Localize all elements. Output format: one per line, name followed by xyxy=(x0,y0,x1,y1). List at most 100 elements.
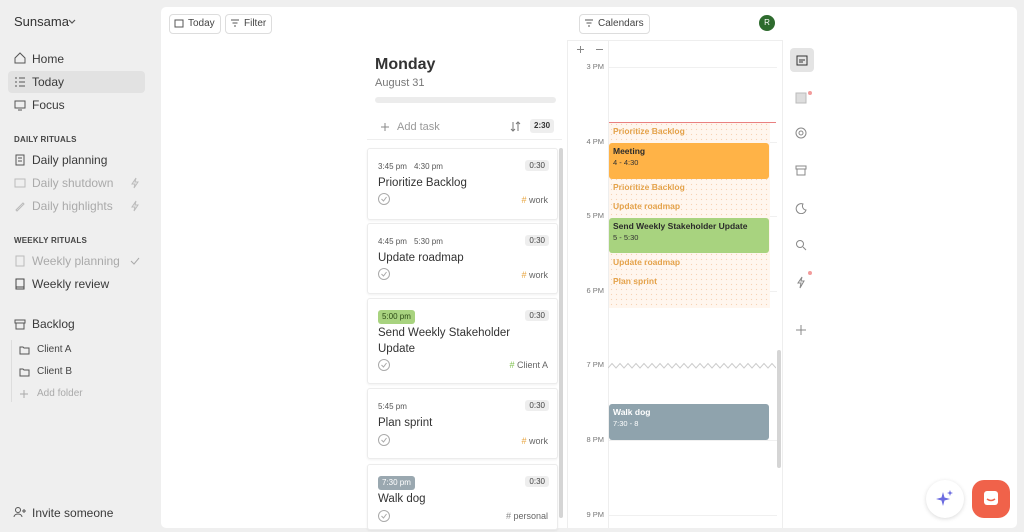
weekday: Monday xyxy=(375,56,436,73)
workspace-chevron[interactable] xyxy=(68,18,76,26)
chat-icon xyxy=(984,491,998,505)
ritual-item[interactable]: Daily planning xyxy=(32,153,108,167)
add-folder[interactable]: Add folder xyxy=(37,388,83,399)
tag-label: Client A xyxy=(516,360,548,370)
add-task-row[interactable] xyxy=(367,115,562,140)
backlog[interactable]: Backlog xyxy=(32,317,75,331)
ritual-icon xyxy=(14,200,26,212)
task-title: Plan sprint xyxy=(378,417,433,429)
calendar-event[interactable]: Update roadmap xyxy=(613,201,681,211)
event-title: Send Weekly Stakeholder Update xyxy=(613,221,748,231)
complete-check[interactable] xyxy=(378,510,390,522)
nav-focus[interactable]: Focus xyxy=(32,98,65,112)
event-time: 5 - 5:30 xyxy=(613,233,639,242)
task-tag: # work xyxy=(521,195,548,205)
calendar-event[interactable]: Walk dog 7:30 - 8 xyxy=(609,404,769,440)
tag-label: personal xyxy=(513,511,548,521)
folder[interactable]: Client B xyxy=(37,366,73,377)
task-end: 4:30 pm xyxy=(414,162,443,171)
hour-gutter-line xyxy=(608,40,609,528)
ritual-item[interactable]: Daily highlights xyxy=(32,199,113,213)
main-panel xyxy=(161,7,1017,528)
hour-label: 8 PM xyxy=(586,435,604,444)
time-gap-wave xyxy=(608,362,776,370)
tag-label: work xyxy=(528,436,548,446)
add-icon xyxy=(381,123,389,131)
today-icon xyxy=(15,76,25,88)
filter-icon xyxy=(231,18,239,28)
task-end: 5:30 pm xyxy=(414,237,443,246)
folder[interactable]: Client A xyxy=(37,344,72,355)
zoom-in[interactable] xyxy=(576,45,585,54)
task-title: Send Weekly Stakeholder Update xyxy=(378,327,511,355)
nav-home[interactable]: Home xyxy=(32,52,65,66)
invite-someone[interactable]: Invite someone xyxy=(32,506,114,520)
calendars-button[interactable]: Calendars xyxy=(579,14,650,34)
ritual-icon xyxy=(14,255,26,267)
hour-grid-line xyxy=(609,514,777,516)
invite-icon xyxy=(13,506,27,518)
search-tab-icon[interactable] xyxy=(795,239,807,251)
event-title: Walk dog xyxy=(613,407,651,417)
task-card[interactable]: 4:45 pm 5:30 pm 0:30 Update roadmap # wo… xyxy=(367,223,558,294)
complete-check[interactable] xyxy=(378,268,390,280)
event-title: Meeting xyxy=(613,146,646,156)
task-tag: # work xyxy=(521,270,548,280)
goals-tab-icon[interactable] xyxy=(795,127,807,139)
nav-today[interactable]: Today xyxy=(32,75,65,89)
calendar-divider xyxy=(567,40,568,528)
task-card[interactable]: 5:45 pm 0:30 Plan sprint # work xyxy=(367,388,558,459)
complete-check[interactable] xyxy=(378,434,390,446)
ritual-item[interactable]: Weekly planning xyxy=(32,254,120,268)
ritual-item[interactable]: Weekly review xyxy=(32,277,110,291)
ritual-item[interactable]: Daily shutdown xyxy=(32,176,114,190)
task-duration: 0:30 xyxy=(525,476,549,487)
sort-icon[interactable] xyxy=(510,121,521,132)
workspace-name[interactable]: Sunsama xyxy=(14,14,69,29)
today-button[interactable]: Today xyxy=(169,14,221,34)
task-tag: # personal xyxy=(505,511,548,521)
ritual-check-icon xyxy=(130,256,140,266)
complete-check[interactable] xyxy=(378,193,390,205)
today-label: Today xyxy=(188,18,215,29)
zoom-out[interactable] xyxy=(595,45,604,54)
calendar-icon xyxy=(174,18,184,28)
total-duration: 2:30 xyxy=(530,119,555,133)
calendar-event[interactable]: Send Weekly Stakeholder Update 5 - 5:30 xyxy=(609,218,769,253)
add-task[interactable]: Add task xyxy=(397,121,440,133)
notes-tab-icon[interactable] xyxy=(795,91,813,105)
task-tag: # Client A xyxy=(509,360,548,370)
ritual-icon xyxy=(14,278,26,290)
ritual-icon xyxy=(14,177,26,189)
task-start: 5:45 pm xyxy=(378,402,407,411)
nav-active-bg xyxy=(8,71,145,93)
night-tab-icon[interactable] xyxy=(795,202,807,214)
integrations-tab-icon[interactable] xyxy=(795,270,813,290)
calendar-scrollbar[interactable] xyxy=(777,350,781,468)
hour-label: 4 PM xyxy=(586,136,604,146)
progress-bar xyxy=(375,97,556,103)
calendar-event[interactable]: Prioritize Backlog xyxy=(613,182,685,192)
task-card[interactable]: 3:45 pm 4:30 pm 0:30 Prioritize Backlog … xyxy=(367,148,558,220)
task-card[interactable]: 5:00 pm 0:30 Send Weekly Stakeholder Upd… xyxy=(367,298,558,384)
calendar-tab-icon xyxy=(796,54,808,66)
calendar-event[interactable]: Update roadmap xyxy=(613,257,681,267)
add-tab-icon[interactable] xyxy=(795,324,807,336)
task-start: 5:00 pm xyxy=(378,310,415,324)
archive-tab-icon[interactable] xyxy=(795,164,807,176)
avatar[interactable]: R xyxy=(759,15,775,31)
calendar-event[interactable]: Plan sprint xyxy=(613,276,657,286)
ritual-icon xyxy=(14,154,26,166)
date: August 31 xyxy=(375,77,425,89)
task-card[interactable]: 7:30 pm 0:30 Walk dog # personal xyxy=(367,464,558,530)
hour-label: 6 PM xyxy=(586,285,604,295)
avatar-initial: R xyxy=(764,18,770,27)
calendar-event[interactable]: Prioritize Backlog xyxy=(613,126,685,136)
task-start: 4:45 pm xyxy=(378,237,407,246)
complete-check[interactable] xyxy=(378,359,390,371)
hour-label: 9 PM xyxy=(586,509,604,519)
calendar-event[interactable]: Meeting 4 - 4:30 xyxy=(609,143,769,179)
current-time-line xyxy=(609,122,776,123)
scrollbar[interactable] xyxy=(559,148,563,518)
filter-button[interactable]: Filter xyxy=(225,14,273,34)
